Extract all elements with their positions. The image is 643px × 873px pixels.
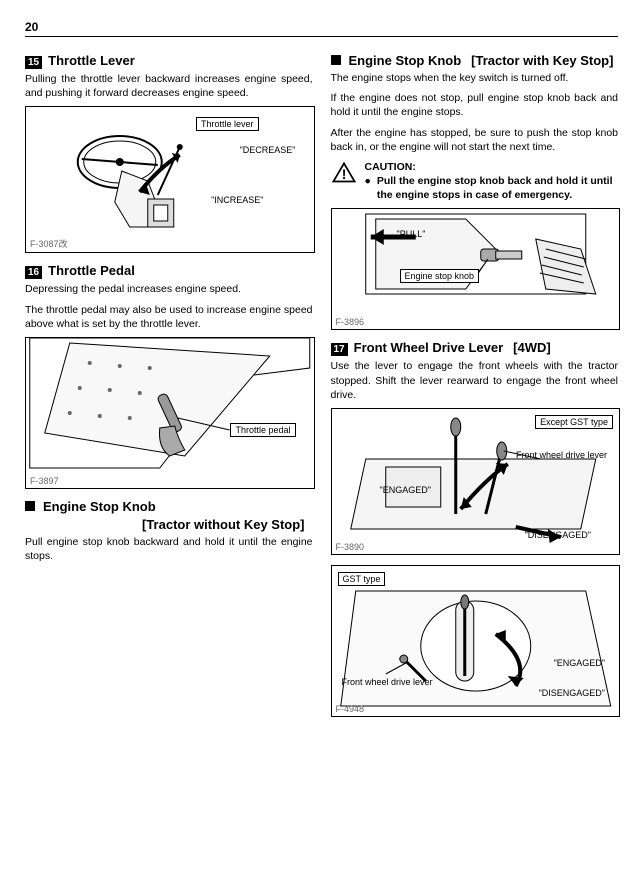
section-stop2-body1: The engine stops when the key switch is … — [331, 71, 619, 85]
section-15-title: Throttle Lever — [48, 53, 135, 68]
two-column-layout: 15 Throttle Lever Pulling the throttle l… — [25, 49, 618, 727]
figure-id-3897: F-3897 — [30, 476, 59, 486]
section-17-body: Use the lever to engage the front wheels… — [331, 359, 619, 402]
section-15-marker: 15 — [25, 56, 42, 69]
page-number: 20 — [25, 20, 618, 34]
section-stop2-body2: If the engine does not stop, pull engine… — [331, 91, 619, 119]
section-17-heading: 17 Front Wheel Drive Lever [4WD] — [331, 340, 619, 356]
section-17-marker: 17 — [331, 343, 348, 356]
section-stop-sub: [Tractor without Key Stop] — [25, 517, 313, 532]
label-increase: "INCREASE" — [211, 195, 263, 205]
section-stop-heading: Engine Stop Knob — [25, 499, 313, 514]
section-stop-title: Engine Stop Knob — [43, 499, 156, 514]
figure-id-4948: F-4948 — [336, 704, 365, 714]
figure-id-3896: F-3896 — [336, 317, 365, 327]
section-16-body1: Depressing the pedal increases engine sp… — [25, 282, 313, 296]
section-stop2-title: Engine Stop Knob — [349, 53, 462, 68]
caution-title: CAUTION: — [365, 160, 619, 174]
manual-page: 20 15 Throttle Lever Pulling the throttl… — [0, 0, 643, 873]
section-16-marker: 16 — [25, 266, 42, 279]
caution-body: Pull the engine stop knob back and hold … — [377, 174, 618, 202]
label-fwd-lever1: Front wheel drive lever — [516, 451, 607, 461]
caution-triangle-icon: ! — [331, 160, 357, 203]
label-except-gst: Except GST type — [535, 415, 613, 429]
caution-block: ! CAUTION: ● Pull the engine stop knob b… — [331, 160, 619, 203]
figure-throttle-pedal: Throttle pedal F-3897 — [25, 337, 315, 489]
label-engaged2: "ENGAGED" — [554, 658, 605, 668]
label-throttle-pedal: Throttle pedal — [230, 423, 295, 437]
section-16-heading: 16 Throttle Pedal — [25, 263, 313, 279]
figure-fwd-gst: GST type Front wheel drive lever "ENGAGE… — [331, 565, 621, 717]
svg-text:!: ! — [341, 166, 346, 182]
figure-throttle-lever: Throttle lever "DECREASE" "INCREASE" F-3… — [25, 106, 315, 253]
label-decrease: "DECREASE" — [240, 145, 296, 155]
section-15-body: Pulling the throttle lever backward incr… — [25, 72, 313, 100]
bullet-icon: ● — [365, 174, 371, 202]
square-marker-icon — [25, 501, 35, 511]
label-pull: "PULL" — [397, 229, 426, 239]
top-rule — [25, 36, 618, 37]
caution-text: CAUTION: ● Pull the engine stop knob bac… — [365, 160, 619, 203]
label-gst-type: GST type — [338, 572, 386, 586]
section-stop2-sub: [Tractor with Key Stop] — [471, 53, 613, 68]
section-16-body2: The throttle pedal may also be used to i… — [25, 303, 313, 331]
figure-fwd-except-gst: Except GST type Front wheel drive lever … — [331, 408, 621, 555]
section-17-sub: [4WD] — [513, 340, 551, 355]
throttle-pedal-diagram — [26, 338, 314, 488]
section-stop2-body3: After the engine has stopped, be sure to… — [331, 126, 619, 154]
label-fwd-lever2: Front wheel drive lever — [342, 678, 402, 688]
label-engaged1: "ENGAGED" — [380, 485, 431, 495]
section-stop2-heading: Engine Stop Knob [Tractor with Key Stop] — [331, 53, 619, 68]
section-17-title: Front Wheel Drive Lever — [354, 340, 504, 355]
label-disengaged2: "DISENGAGED" — [539, 688, 605, 698]
square-marker-icon — [331, 55, 341, 65]
label-throttle-lever: Throttle lever — [196, 117, 259, 131]
label-disengaged1: "DISENGAGED" — [525, 530, 591, 540]
figure-id-3890: F-3890 — [336, 542, 365, 552]
figure-id-3087: F-3087改 — [30, 237, 68, 250]
throttle-lever-diagram — [26, 107, 314, 252]
section-15-heading: 15 Throttle Lever — [25, 53, 313, 69]
section-stop-body: Pull engine stop knob backward and hold … — [25, 535, 313, 563]
section-16-title: Throttle Pedal — [48, 263, 135, 278]
right-column: Engine Stop Knob [Tractor with Key Stop]… — [331, 49, 619, 727]
figure-stop-knob: "PULL" Engine stop knob F-3896 — [331, 208, 621, 330]
left-column: 15 Throttle Lever Pulling the throttle l… — [25, 49, 313, 727]
label-engine-stop-knob: Engine stop knob — [400, 269, 480, 283]
